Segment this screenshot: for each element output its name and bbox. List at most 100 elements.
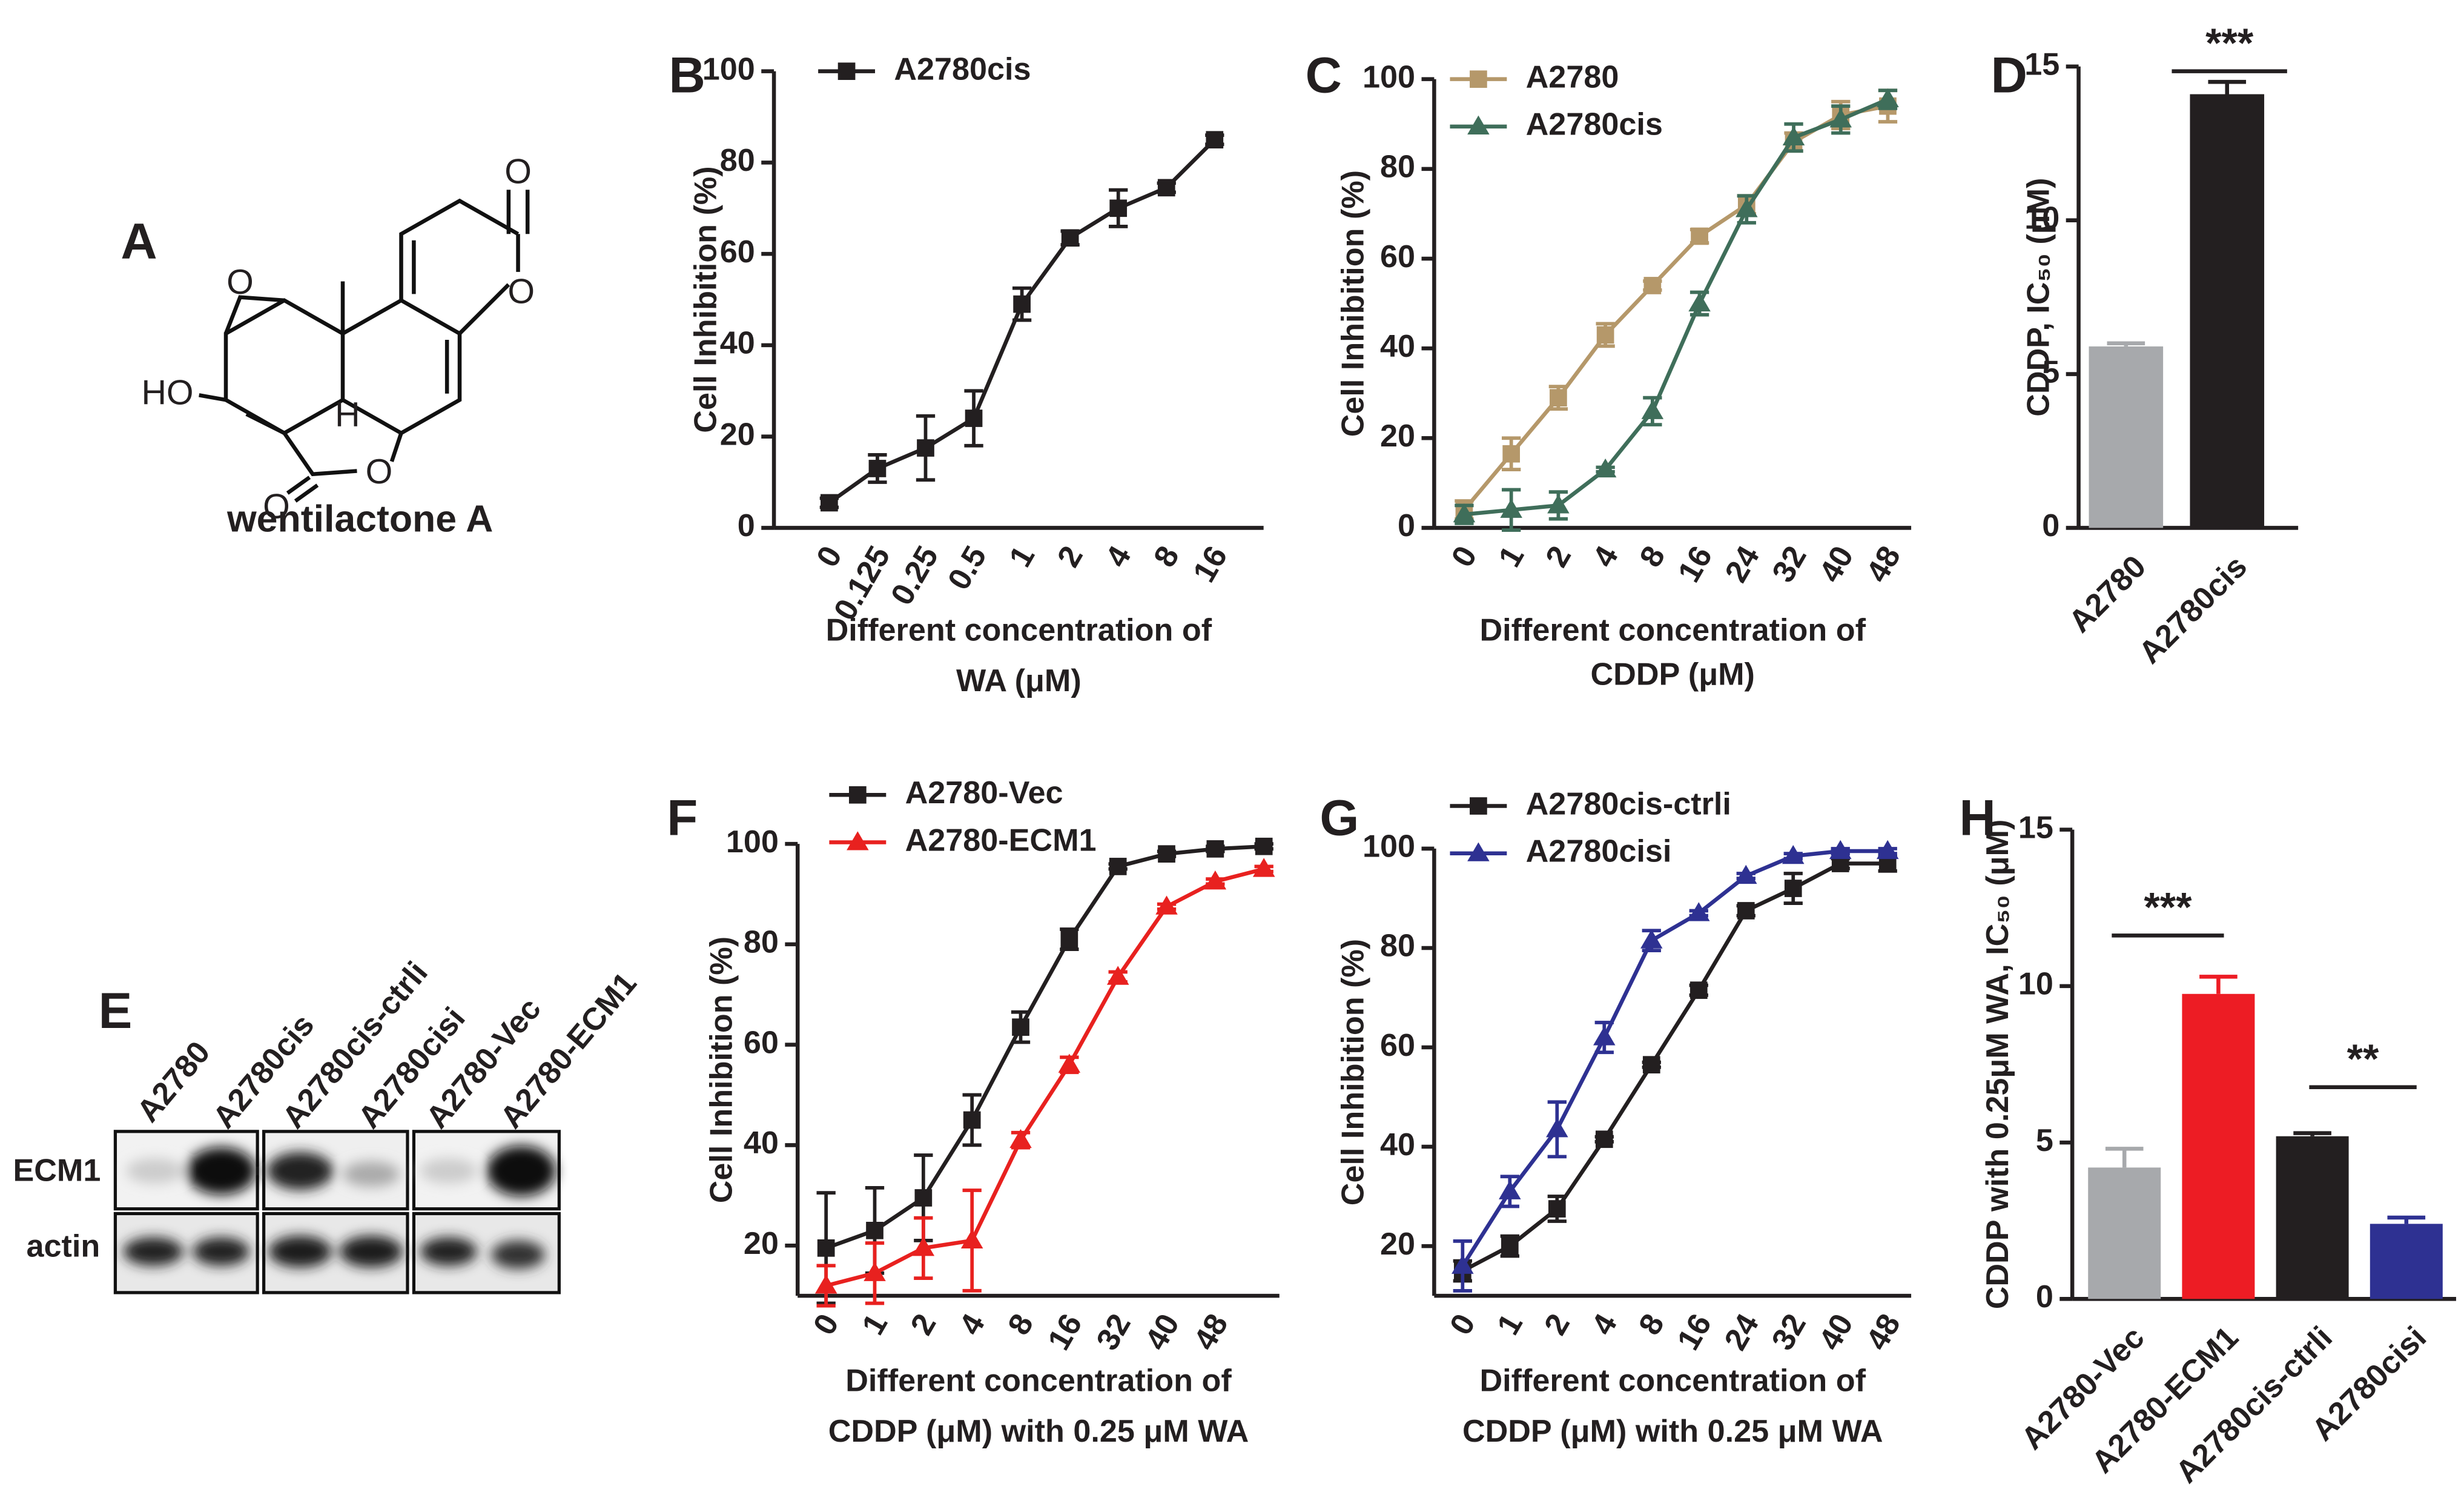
data-point [1109, 858, 1127, 875]
error-bar [2293, 1131, 2331, 1136]
panel-letter: E [99, 982, 133, 1039]
x-axis-label: CDDP (μM) with 0.25 μM WA [1462, 1414, 1883, 1449]
y-tick-label: 5 [2036, 1123, 2053, 1158]
row-label: ECM1 [13, 1153, 101, 1188]
atom: H [335, 396, 360, 434]
y-tick-label: 15 [2018, 810, 2053, 845]
data-point [1499, 1180, 1521, 1199]
data-point [1058, 1053, 1081, 1073]
y-axis-label: Cell Inhibition (%) [688, 166, 723, 433]
band [268, 1235, 332, 1268]
data-point [821, 494, 838, 512]
data-point [1206, 131, 1224, 149]
y-tick-label: 0 [2042, 508, 2059, 543]
data-point [1009, 1129, 1032, 1149]
data-point [1109, 199, 1128, 217]
legend-label: A2780-ECM1 [905, 823, 1097, 858]
carbonyl [294, 483, 319, 503]
structure: A O O O HO H O O wentilactone A [121, 152, 535, 540]
data-point [1453, 503, 1476, 523]
data-point [914, 1189, 933, 1207]
bond [199, 393, 226, 402]
compound-name: wentilactone A [226, 498, 493, 540]
legend-marker [1467, 115, 1490, 134]
data-point [1594, 458, 1617, 478]
y-tick-label: 80 [1380, 150, 1415, 185]
data-point [1782, 126, 1805, 146]
data-point [1688, 902, 1710, 921]
y-tick-label: 60 [1380, 1028, 1415, 1063]
data-point [814, 1275, 837, 1294]
data-point [868, 460, 887, 477]
data-point [960, 1229, 983, 1248]
y-axis-label: Cell Inhibition (%) [704, 936, 739, 1203]
data-point [1736, 198, 1758, 217]
error-bar [2387, 1215, 2426, 1224]
data-point [1547, 494, 1570, 514]
data-point [1734, 864, 1757, 884]
panel-letter: G [1320, 789, 1359, 846]
error-bar [2105, 1147, 2144, 1168]
band [123, 1237, 183, 1266]
y-tick-label: 10 [2024, 201, 2059, 236]
significance-label: ** [2347, 1036, 2379, 1082]
legend-marker [848, 786, 867, 804]
band [420, 1237, 477, 1266]
data-point [1501, 1237, 1519, 1255]
y-axis-label: CDDP with 0.25μM WA, IC₅₀ (μM) [1980, 820, 2015, 1310]
bar [2089, 346, 2164, 528]
data-point [1158, 845, 1175, 863]
data-point [1502, 445, 1520, 463]
band [193, 1237, 250, 1266]
atom: O [263, 487, 290, 526]
y-tick-label: 60 [744, 1025, 779, 1060]
panel-letter: B [669, 47, 705, 104]
atom: O [507, 273, 535, 311]
data-point [1641, 400, 1664, 419]
y-axis-label: Cell Inhibition (%) [1336, 939, 1371, 1205]
atom: O [366, 452, 393, 491]
y-tick-label: 20 [720, 417, 755, 452]
methyl [245, 412, 285, 435]
lactone [282, 432, 357, 477]
y-tick-label: 80 [1380, 929, 1415, 964]
data-point [1061, 229, 1079, 247]
data-point [1876, 840, 1899, 860]
data-point [965, 409, 983, 427]
band [420, 1158, 477, 1184]
data-point [1688, 292, 1711, 312]
y-tick-label: 20 [1380, 419, 1415, 454]
series-line [825, 844, 1264, 1250]
panel-letter: F [667, 789, 698, 846]
data-point [1548, 1200, 1566, 1218]
epoxide [223, 295, 285, 334]
atom: O [504, 152, 532, 191]
bar [2276, 1136, 2349, 1299]
data-point [1106, 966, 1129, 985]
bar [2182, 993, 2255, 1299]
panel-letter: C [1306, 47, 1342, 104]
y-tick-label: 80 [720, 143, 755, 178]
y-tick-label: 20 [1380, 1227, 1415, 1262]
data-point [1782, 844, 1805, 864]
ring [399, 198, 520, 300]
data-point [1550, 389, 1567, 406]
data-point [1595, 1130, 1613, 1149]
carbonyl [286, 476, 311, 495]
data-point [1255, 837, 1273, 855]
blot-panels [113, 1130, 561, 1294]
y-tick-label: 100 [1362, 59, 1415, 94]
data-point [917, 439, 934, 457]
bar [2088, 1167, 2161, 1299]
y-tick-label: 40 [744, 1125, 779, 1161]
y-tick-label: 80 [744, 925, 779, 960]
data-point [963, 1111, 981, 1129]
y-tick-label: 60 [720, 234, 755, 270]
data-point [1829, 840, 1852, 860]
panel-letter: A [121, 213, 157, 270]
legend-label: A2780cis-ctrli [1526, 786, 1731, 821]
band [266, 1152, 334, 1190]
series-line [1464, 98, 1889, 517]
data-point [1877, 88, 1899, 108]
